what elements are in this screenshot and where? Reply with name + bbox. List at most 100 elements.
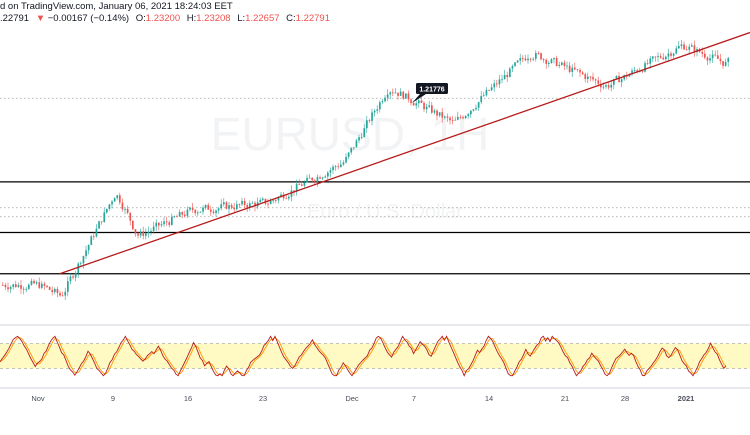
candle-body	[353, 147, 355, 149]
candle-body	[657, 56, 659, 58]
candle-body	[524, 58, 527, 61]
candle-body	[535, 52, 537, 59]
candle-body	[498, 79, 501, 85]
open-label: O:	[135, 13, 146, 24]
candle-body	[337, 166, 340, 168]
high-label: H:	[186, 13, 197, 24]
candle-body	[272, 200, 275, 202]
candle-body	[113, 198, 116, 202]
candle-body	[243, 200, 246, 205]
candle-body	[4, 285, 7, 288]
candle-body	[610, 84, 613, 88]
price-annotation-group: 1.21776	[412, 83, 448, 103]
candle-body	[314, 180, 316, 182]
candle-body	[340, 164, 342, 168]
candle-body	[9, 287, 12, 290]
candle-body	[165, 221, 168, 223]
x-tick-label: 14	[485, 394, 493, 403]
watermark-description: Euro / U.S. Dollar	[307, 201, 463, 223]
candle-body	[449, 117, 451, 121]
candle-body	[150, 230, 152, 232]
candle-body	[441, 112, 444, 118]
candle-body	[155, 222, 158, 227]
candle-body	[171, 216, 173, 225]
candle-body	[592, 76, 594, 80]
candle-body	[212, 211, 215, 213]
candle-body	[423, 102, 425, 110]
candle-body	[454, 119, 457, 121]
candle-body	[680, 44, 683, 46]
candle-body	[46, 285, 48, 287]
candle-body	[501, 79, 503, 81]
candle-body	[241, 200, 243, 205]
candle-body	[298, 184, 301, 185]
candle-body	[98, 221, 100, 229]
candle-body	[275, 200, 277, 202]
candle-body	[59, 292, 61, 296]
candle-body	[319, 177, 321, 179]
candle-body	[646, 63, 649, 64]
price-annotation-pointer	[412, 94, 426, 103]
candle-body	[178, 212, 181, 217]
trendline[interactable]	[59, 31, 750, 275]
candle-body	[61, 295, 64, 297]
candle-body	[77, 263, 80, 273]
candle-body	[672, 53, 675, 56]
candle-body	[160, 224, 163, 226]
candle-body	[168, 222, 171, 225]
candle-body	[132, 220, 134, 230]
candle-body	[33, 280, 35, 284]
candle-body	[288, 196, 290, 199]
candle-body	[350, 147, 353, 153]
candle-body	[124, 208, 126, 210]
candle-body	[308, 177, 311, 179]
candle-body	[111, 201, 113, 205]
candle-body	[238, 204, 241, 206]
candle-body	[347, 152, 350, 157]
candle-body	[184, 214, 186, 216]
candle-body	[87, 244, 90, 251]
candle-body	[563, 62, 566, 66]
candle-body	[249, 203, 251, 208]
candle-body	[415, 103, 418, 106]
candle-body	[129, 212, 132, 221]
candle-body	[7, 287, 9, 290]
candle-body	[568, 65, 571, 72]
candle-body	[106, 208, 108, 213]
candle-body	[100, 221, 103, 223]
candle-body	[191, 207, 194, 210]
candle-body	[137, 233, 139, 236]
candle-body	[719, 58, 722, 62]
candle-body	[472, 109, 475, 111]
candle-body	[459, 116, 462, 118]
x-tick-label: 21	[561, 394, 569, 403]
candle-body	[659, 56, 662, 58]
candle-body	[709, 58, 711, 61]
candle-body	[327, 172, 329, 177]
candle-body	[379, 102, 381, 110]
candle-body	[418, 100, 420, 104]
candle-body	[620, 79, 623, 83]
candle-body	[334, 166, 337, 168]
candle-body	[652, 56, 654, 59]
candle-body	[503, 74, 506, 80]
candle-body	[594, 79, 597, 81]
trendline-group[interactable]	[59, 31, 750, 275]
candle-body	[173, 216, 176, 218]
close-label: C:	[286, 13, 296, 24]
candle-body	[584, 74, 587, 80]
candle-body	[467, 114, 470, 117]
candle-body	[321, 177, 324, 179]
candle-body	[446, 116, 449, 118]
candle-body	[51, 289, 54, 293]
candle-body	[496, 83, 498, 85]
candle-body	[228, 205, 230, 209]
candle-body	[407, 93, 410, 100]
candle-body	[147, 231, 150, 234]
candle-body	[405, 93, 407, 99]
candle-body	[641, 70, 644, 72]
candle-body	[392, 92, 394, 94]
candle-body	[38, 282, 41, 288]
